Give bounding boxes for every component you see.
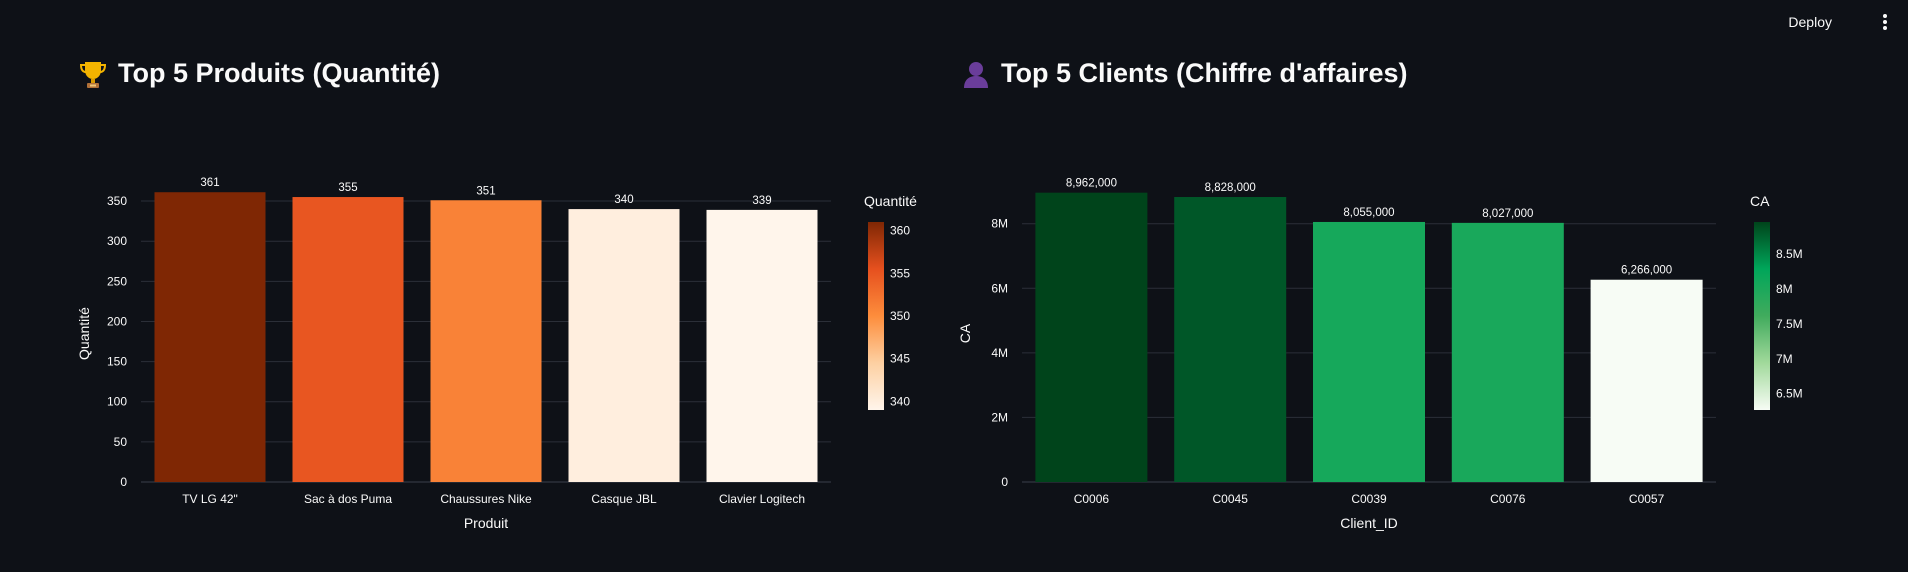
chart1-colorbar-tick-label: 350 [890, 309, 910, 323]
chart1-y-tick-label: 250 [107, 274, 127, 288]
chart1-y-tick-label: 100 [107, 395, 127, 409]
chart1-bar [292, 197, 404, 483]
chart1-data-label: 355 [338, 182, 357, 194]
chart2-y-tick-label: 2M [991, 410, 1008, 424]
products-section-title: Top 5 Produits (Quantité) [78, 58, 440, 89]
chart2-y-tick-label: 0 [1001, 475, 1008, 489]
chart2-x-tick-label: C0076 [1490, 492, 1526, 506]
app-header: Deploy [0, 0, 1908, 46]
chart1-y-tick-label: 300 [107, 234, 127, 248]
chart1-y-tick-label: 200 [107, 314, 127, 328]
clients-section-title: Top 5 Clients (Chiffre d'affaires) [961, 58, 1407, 89]
chart2-y-tick-label: 6M [991, 281, 1008, 295]
chart2-data-label: 8,055,000 [1343, 207, 1394, 219]
chart2-y-axis-title: CA [957, 323, 973, 343]
chart1-data-label: 361 [200, 177, 219, 189]
chart2-x-tick-label: C0057 [1629, 492, 1665, 506]
products-title-text: Top 5 Produits (Quantité) [118, 58, 440, 88]
trophy-icon [78, 59, 108, 89]
chart1-bar [154, 192, 266, 483]
chart1-colorbar-title: Quantité [864, 193, 917, 209]
chart1-y-tick-label: 0 [120, 475, 127, 489]
chart2-colorbar-tick-label: 6.5M [1776, 387, 1803, 401]
chart2-data-label: 6,266,000 [1621, 265, 1672, 277]
chart2-data-label: 8,962,000 [1066, 178, 1117, 190]
chart2-bar [1174, 197, 1287, 482]
more-vertical-icon[interactable] [1882, 14, 1888, 30]
chart1-x-tick-label: Casque JBL [591, 492, 657, 506]
deploy-button[interactable]: Deploy [1788, 14, 1832, 30]
chart2-colorbar-tick-label: 8M [1776, 282, 1793, 296]
chart2-colorbar-tick-label: 7M [1776, 352, 1793, 366]
chart2-bar [1590, 279, 1703, 482]
user-silhouette-icon [961, 59, 991, 89]
chart1-y-axis-title: Quantité [76, 307, 92, 360]
chart1-x-axis-title: Produit [464, 515, 508, 531]
chart1-bar [706, 209, 818, 482]
chart2-y-tick-label: 4M [991, 346, 1008, 360]
chart1-colorbar-tick-label: 345 [890, 352, 910, 366]
chart1-colorbar-tick-label: 355 [890, 266, 910, 280]
chart2-colorbar-tick-label: 7.5M [1776, 317, 1803, 331]
chart2-bar [1035, 192, 1148, 482]
chart2-x-tick-label: C0039 [1351, 492, 1387, 506]
chart2-x-tick-label: C0006 [1074, 492, 1110, 506]
chart1-bar [568, 209, 680, 482]
chart2-colorbar [1754, 222, 1770, 410]
chart1-bar [430, 200, 542, 483]
chart2-x-axis-title: Client_ID [1340, 515, 1398, 531]
chart2-data-label: 8,828,000 [1205, 182, 1256, 194]
chart1-colorbar-tick-label: 360 [890, 224, 910, 238]
chart2-colorbar-title: CA [1750, 193, 1770, 209]
clients-title-text: Top 5 Clients (Chiffre d'affaires) [1001, 58, 1408, 88]
chart1-x-tick-label: Sac à dos Puma [304, 492, 392, 506]
chart1-colorbar [868, 222, 884, 410]
chart2-y-tick-label: 8M [991, 217, 1008, 231]
chart2-bar [1313, 221, 1425, 482]
chart2-colorbar-tick-label: 8.5M [1776, 247, 1803, 261]
chart2-x-tick-label: C0045 [1213, 492, 1249, 506]
chart2-bar [1451, 222, 1564, 482]
chart1-x-tick-label: Clavier Logitech [719, 492, 805, 506]
chart1-data-label: 339 [752, 195, 771, 207]
chart1-y-tick-label: 50 [114, 435, 128, 449]
chart1-y-tick-label: 150 [107, 355, 127, 369]
chart1-x-tick-label: TV LG 42" [182, 492, 238, 506]
chart1-data-label: 340 [614, 194, 633, 206]
chart1-x-tick-label: Chaussures Nike [440, 492, 532, 506]
chart2-data-label: 8,027,000 [1482, 208, 1533, 220]
chart1-colorbar-tick-label: 340 [890, 394, 910, 408]
chart1-data-label: 351 [476, 185, 495, 197]
chart1-y-tick-label: 350 [107, 194, 127, 208]
